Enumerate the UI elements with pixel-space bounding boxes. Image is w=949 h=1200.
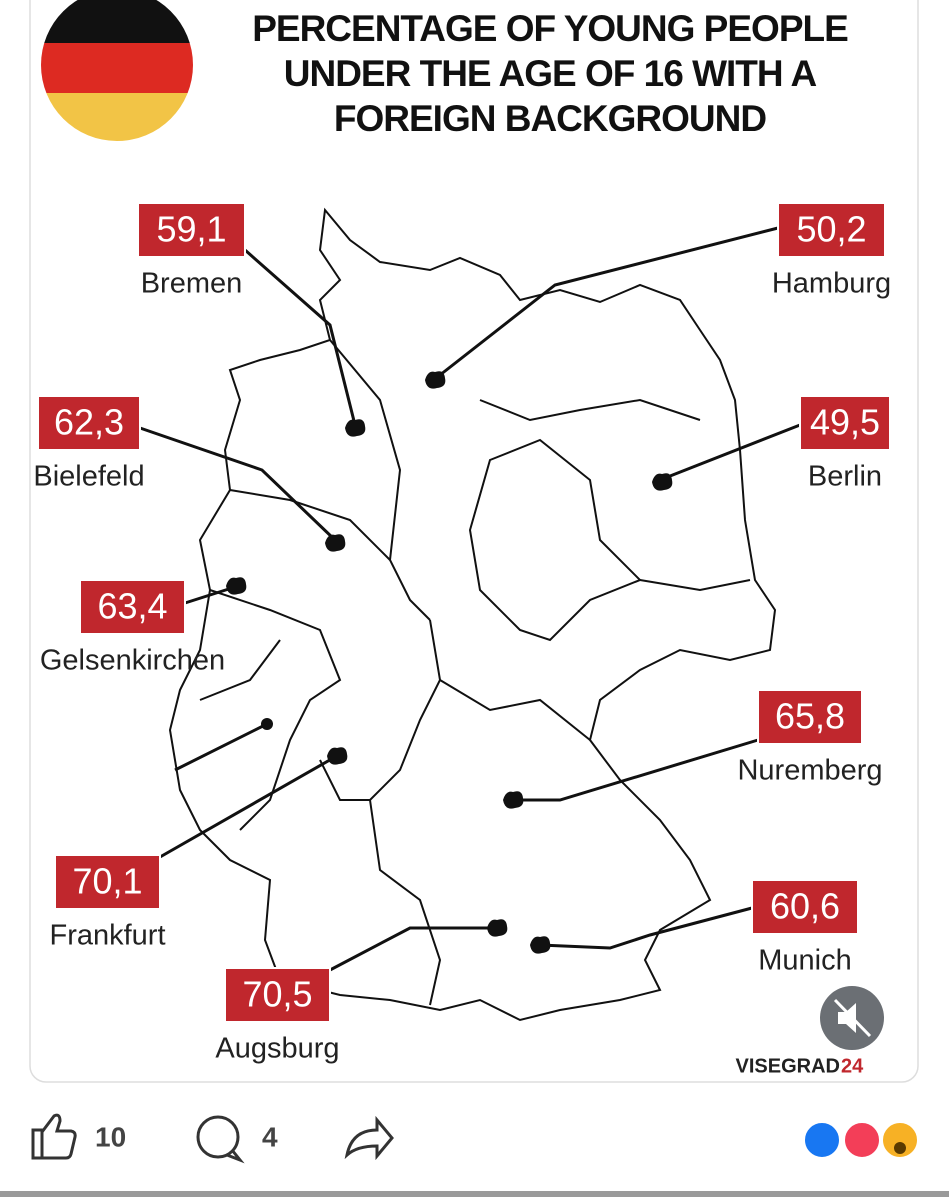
card-border <box>29 0 919 1083</box>
value-box <box>751 879 859 935</box>
leader-line <box>174 723 266 772</box>
reactions[interactable] <box>803 1121 919 1159</box>
leader-line <box>515 738 759 802</box>
value-box <box>54 854 161 910</box>
comment-icon[interactable] <box>196 1115 245 1164</box>
city-blob <box>530 936 551 954</box>
comment-count: 4 <box>262 1121 278 1152</box>
brand-suffix: 24 <box>841 1055 864 1077</box>
city-blob <box>261 718 273 730</box>
city-name: Bielefeld <box>33 461 144 493</box>
value-box <box>79 579 186 635</box>
city-name: Munich <box>758 945 852 977</box>
leader-line <box>159 755 336 859</box>
value-label: 62,3 <box>54 402 124 443</box>
value-label: 50,2 <box>796 209 866 250</box>
city-blob <box>325 534 346 552</box>
city-name: Frankfurt <box>49 920 165 952</box>
leader-line <box>244 248 357 426</box>
leader-line <box>439 226 779 377</box>
city-name: Bremen <box>141 268 243 300</box>
like-icon[interactable] <box>31 1113 77 1160</box>
city-name: Berlin <box>808 461 882 493</box>
mute-button[interactable] <box>820 986 884 1050</box>
leader-line <box>329 926 495 972</box>
value-label: 49,5 <box>810 402 880 443</box>
city-blob <box>425 371 446 389</box>
city-name: Gelsenkirchen <box>40 645 225 677</box>
value-label: 65,8 <box>775 696 845 737</box>
city-blob <box>487 919 508 937</box>
like-count: 10 <box>95 1121 126 1152</box>
value-label: 59,1 <box>156 209 226 250</box>
value-box <box>137 202 246 258</box>
city-name: Augsburg <box>215 1033 339 1065</box>
value-label: 70,5 <box>242 974 312 1015</box>
leader-line <box>139 426 337 542</box>
city-blob <box>503 791 524 809</box>
city-name: Nuremberg <box>737 755 882 787</box>
city-blob <box>226 577 247 595</box>
share-icon[interactable] <box>344 1115 394 1161</box>
value-box <box>224 967 331 1023</box>
title: PERCENTAGE OF YOUNG PEOPLE UNDER THE AGE… <box>252 8 849 139</box>
city-blob <box>652 473 673 491</box>
bottom-bar <box>0 1191 949 1197</box>
value-label: 60,6 <box>770 886 840 927</box>
value-box <box>37 395 141 451</box>
germany-map <box>168 207 777 1022</box>
city-name: Hamburg <box>772 268 891 300</box>
value-label: 70,1 <box>72 861 142 902</box>
city-blob <box>327 747 348 765</box>
leader-line <box>664 423 801 480</box>
value-label: 63,4 <box>97 586 167 627</box>
value-box <box>757 689 863 745</box>
german-flag <box>41 0 193 141</box>
leader-line <box>184 585 236 605</box>
city-blob <box>345 419 366 437</box>
value-box <box>777 202 886 258</box>
value-box <box>799 395 891 451</box>
brand-name: VISEGRAD <box>736 1055 840 1077</box>
leader-line <box>539 906 753 950</box>
